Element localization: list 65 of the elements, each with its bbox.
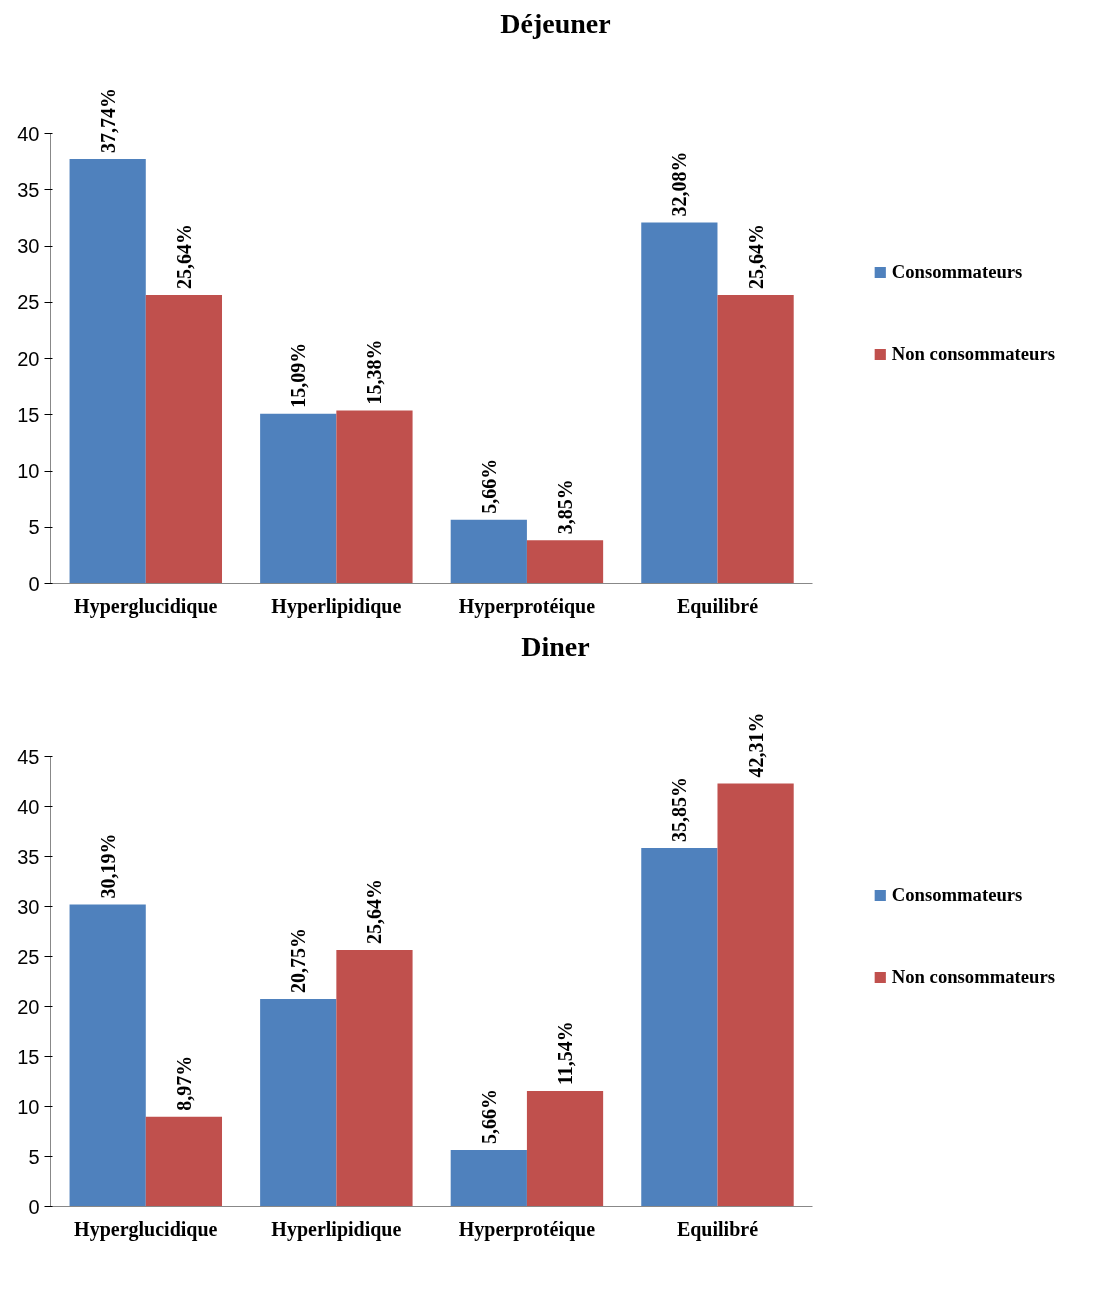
bar	[69, 904, 146, 1207]
y-tick-label: 15	[17, 403, 40, 426]
data-label: 8,97%	[172, 1055, 195, 1111]
y-tick-label: 15	[17, 1045, 40, 1068]
chart-title: Déjeuner	[500, 7, 611, 39]
bar	[717, 295, 794, 584]
y-tick-label: 40	[17, 122, 40, 145]
data-label: 5,66%	[477, 458, 500, 514]
x-tick-label: Hyperlipidique	[271, 1217, 402, 1241]
x-tick-label: Hyperprotéique	[458, 1217, 596, 1241]
legend-label: Consommateurs	[891, 261, 1023, 283]
bar	[260, 999, 337, 1207]
data-label: 25,64%	[172, 224, 195, 290]
bar	[526, 1091, 604, 1207]
bar	[145, 295, 223, 584]
bar	[641, 222, 718, 584]
data-label: 25,64%	[744, 224, 767, 290]
data-label: 20,75%	[287, 928, 310, 993]
legend-label: Non consommateurs	[891, 343, 1055, 365]
legend-label: Consommateurs	[891, 884, 1023, 906]
y-tick-label: 10	[17, 1095, 40, 1118]
bar	[450, 1149, 527, 1207]
y-tick-label: 40	[17, 795, 40, 818]
data-label: 35,85%	[668, 777, 691, 842]
bar	[641, 848, 718, 1207]
x-tick-label: Hyperlipidique	[271, 594, 402, 618]
legend-label: Non consommateurs	[891, 966, 1055, 988]
bar	[69, 158, 146, 584]
y-tick-label: 45	[17, 745, 40, 768]
x-tick-label: Hyperprotéique	[458, 594, 596, 618]
data-label: 30,19%	[96, 833, 119, 899]
data-label: 3,85%	[554, 479, 577, 535]
y-tick-label: 0	[28, 572, 40, 595]
y-tick-label: 25	[17, 945, 40, 968]
y-tick-label: 25	[17, 291, 40, 314]
data-label: 42,31%	[744, 712, 767, 778]
data-label: 11,54%	[554, 1021, 577, 1086]
bar	[526, 540, 604, 584]
bar	[717, 783, 794, 1207]
y-tick-label: 20	[17, 995, 40, 1018]
x-tick-label: Equilibré	[676, 594, 759, 618]
data-label: 37,74%	[96, 87, 119, 153]
bar	[336, 410, 413, 584]
y-tick-label: 30	[17, 235, 40, 257]
data-label: 5,66%	[477, 1088, 500, 1144]
x-tick-label: Equilibré	[676, 1217, 759, 1241]
data-label: 32,08%	[668, 151, 691, 217]
bar	[260, 413, 337, 584]
bar	[145, 1116, 223, 1207]
y-tick-label: 5	[28, 1145, 40, 1168]
chart-title: Diner	[521, 630, 590, 662]
y-tick-label: 35	[17, 845, 40, 868]
data-label: 15,09%	[287, 342, 310, 408]
y-tick-label: 10	[17, 460, 40, 482]
data-label: 15,38%	[363, 339, 386, 405]
y-tick-label: 20	[17, 347, 40, 370]
y-tick-label: 35	[17, 178, 40, 201]
y-tick-label: 0	[28, 1195, 40, 1218]
bar	[336, 950, 413, 1207]
y-tick-label: 5	[28, 516, 40, 539]
y-tick-label: 30	[17, 895, 40, 918]
bar	[450, 519, 527, 584]
x-tick-label: Hyperglucidique	[74, 1217, 218, 1241]
data-label: 25,64%	[363, 879, 386, 945]
x-tick-label: Hyperglucidique	[74, 594, 218, 618]
